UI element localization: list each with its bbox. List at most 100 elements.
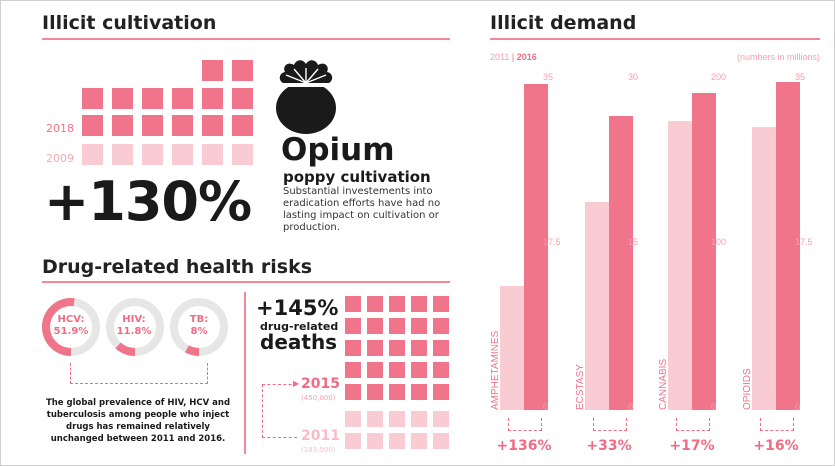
axis-tick-label: 35 <box>795 72 806 82</box>
axis-tick-label: 0 <box>543 402 549 412</box>
deaths-square-2015 <box>389 362 405 378</box>
deaths-square-2015 <box>411 362 427 378</box>
cultivation-square-2018 <box>202 115 223 136</box>
deaths-square-2015 <box>367 362 383 378</box>
cultivation-square-2018 <box>172 115 193 136</box>
deaths-square-2015 <box>411 340 427 356</box>
deaths-square-2015 <box>367 340 383 356</box>
ring-fill <box>42 298 100 356</box>
deaths-square-2011 <box>411 411 427 427</box>
cultivation-square-2009 <box>112 144 133 165</box>
deaths-square-2015 <box>345 384 361 400</box>
poppy-pod-icon <box>276 60 336 134</box>
deaths-square-2015 <box>345 362 361 378</box>
cultivation-title: Illicit cultivation <box>42 12 217 34</box>
deaths-square-2015 <box>411 318 427 334</box>
deaths-square-2011 <box>345 433 361 449</box>
axis-tick-label: 15 <box>628 237 639 247</box>
cultivation-square-2018 <box>142 115 163 136</box>
cultivation-square-2009 <box>82 144 103 165</box>
cultivation-square-2018 <box>112 88 133 109</box>
bar-2011-amphetamines <box>500 285 524 410</box>
ring-tb: TB: 8% <box>174 314 224 338</box>
cultivation-square-2018 <box>82 88 103 109</box>
health-rule <box>42 281 450 283</box>
deaths-square-2015 <box>389 340 405 356</box>
category-label: OPIOIDS <box>742 368 753 410</box>
bar-2016-ecstasy <box>609 116 633 410</box>
deaths-square-2015 <box>411 384 427 400</box>
cultivation-square-2018 <box>232 88 253 109</box>
deaths-square-2011 <box>367 433 383 449</box>
deaths-2011-year: 2011 <box>301 428 340 444</box>
ring-hiv-label: HIV: <box>122 314 146 325</box>
bar-2011-opioids <box>752 127 776 410</box>
axis-tick-label: 35 <box>543 72 554 82</box>
deaths-square-2015 <box>389 296 405 312</box>
cultivation-square-2018 <box>142 88 163 109</box>
ring-hiv: HIV: 11.8% <box>109 314 159 338</box>
demand-years: 2011 | 2016 <box>490 52 537 62</box>
deaths-square-2015 <box>389 384 405 400</box>
deaths-square-2011 <box>433 411 449 427</box>
axis-tick-label: 200 <box>711 72 727 82</box>
ring-hcv-value: 51.9% <box>53 326 89 337</box>
change-connector <box>508 418 542 431</box>
cultivation-square-2018 <box>202 60 223 81</box>
deaths-2015-value: (450,000) <box>301 394 336 402</box>
cultivation-square-2018 <box>232 60 253 81</box>
health-divider <box>244 292 246 454</box>
axis-tick-label: 100 <box>711 237 727 247</box>
axis-tick-label: 0 <box>711 402 717 412</box>
deaths-square-2015 <box>345 318 361 334</box>
cultivation-square-2009 <box>232 144 253 165</box>
change-label: +17% <box>669 438 715 454</box>
deaths-square-2015 <box>367 296 383 312</box>
ring-fill <box>106 298 164 356</box>
deaths-square-2011 <box>345 411 361 427</box>
deaths-square-2015 <box>433 296 449 312</box>
cultivation-description: Substantial investements into eradicatio… <box>283 186 441 233</box>
change-connector <box>760 418 794 431</box>
opium-title: Opium <box>281 132 395 168</box>
deaths-square-2011 <box>389 433 405 449</box>
change-label: +16% <box>753 438 799 454</box>
deaths-square-2015 <box>411 296 427 312</box>
deaths-square-2011 <box>411 433 427 449</box>
cultivation-square-2009 <box>172 144 193 165</box>
deaths-connector <box>262 384 297 438</box>
cultivation-percent: +130% <box>44 170 252 233</box>
ring-tb-value: 8% <box>190 326 208 337</box>
ring-hcv-label: HCV: <box>57 314 85 325</box>
deaths-label-1: drug-related <box>260 320 339 333</box>
demand-year-2016: 2016 <box>516 52 537 62</box>
axis-tick-label: 17.5 <box>543 237 561 247</box>
deaths-square-2015 <box>433 384 449 400</box>
cultivation-square-2018 <box>232 115 253 136</box>
category-label: ECSTASY <box>575 364 586 410</box>
deaths-square-2015 <box>433 362 449 378</box>
axis-tick-label: 0 <box>795 402 801 412</box>
category-label: CANNABIS <box>658 358 669 410</box>
poppy-subtitle: poppy cultivation <box>283 168 431 186</box>
cultivation-square-2009 <box>202 144 223 165</box>
axis-tick-label: 0 <box>628 402 634 412</box>
deaths-square-2015 <box>367 318 383 334</box>
deaths-label-2: deaths <box>260 330 338 354</box>
cultivation-square-2018 <box>172 88 193 109</box>
demand-year-2011: 2011 <box>490 52 510 62</box>
change-connector <box>676 418 710 431</box>
demand-rule <box>490 38 820 40</box>
year-2018-label: 2018 <box>46 122 74 135</box>
deaths-2015-year: 2015 <box>301 376 340 392</box>
bar-2011-ecstasy <box>585 202 609 410</box>
demand-year-sep: | <box>511 52 515 62</box>
health-description: The global prevalence of HIV, HCV and tu… <box>45 398 231 444</box>
prevalence-rings <box>42 298 228 356</box>
deaths-square-2015 <box>389 318 405 334</box>
deaths-square-2011 <box>433 433 449 449</box>
change-label: +136% <box>496 438 552 454</box>
deaths-square-2015 <box>345 296 361 312</box>
ring-hcv: HCV: 51.9% <box>46 314 96 338</box>
rings-connector <box>70 363 208 384</box>
